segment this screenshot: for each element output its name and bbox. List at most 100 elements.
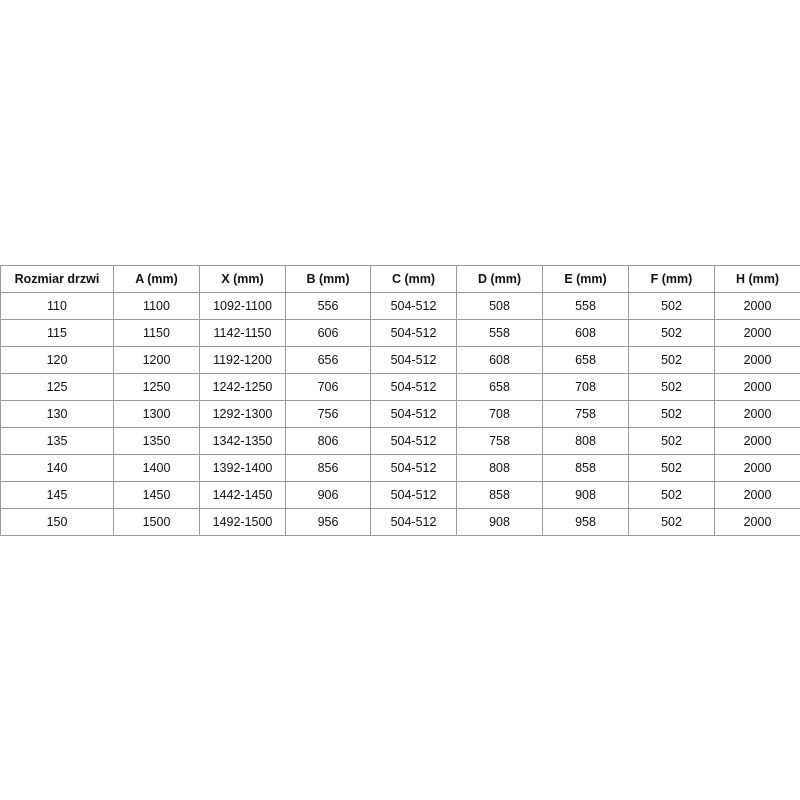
table-cell: 806 <box>285 427 371 455</box>
table-row: 115 1150 1142-1150 606 504-512 558 608 502 2000 <box>0 319 800 347</box>
table-cell: 2000 <box>714 373 800 401</box>
table-cell: 502 <box>628 292 715 320</box>
table-cell: 502 <box>628 427 715 455</box>
table-cell: 956 <box>285 508 371 536</box>
table-cell: 130 <box>0 400 114 428</box>
column-header: E (mm) <box>542 265 629 293</box>
table-row: 130 1300 1292-1300 756 504-512 708 758 502 2000 <box>0 400 800 428</box>
table-cell: 1400 <box>113 454 200 482</box>
table-cell: 504-512 <box>370 319 457 347</box>
column-header: D (mm) <box>456 265 543 293</box>
table-cell: 135 <box>0 427 114 455</box>
table-row: 110 1100 1092-1100 556 504-512 508 558 502 2000 <box>0 292 800 320</box>
table-cell: 145 <box>0 481 114 509</box>
table-cell: 708 <box>542 373 629 401</box>
column-header: C (mm) <box>370 265 457 293</box>
table-cell: 608 <box>456 346 543 374</box>
table-cell: 658 <box>456 373 543 401</box>
table-cell: 908 <box>542 481 629 509</box>
table-cell: 656 <box>285 346 371 374</box>
table-cell: 508 <box>456 292 543 320</box>
table-cell: 504-512 <box>370 373 457 401</box>
table-cell: 504-512 <box>370 292 457 320</box>
table-cell: 2000 <box>714 454 800 482</box>
table-cell: 115 <box>0 319 114 347</box>
table-cell: 558 <box>542 292 629 320</box>
table-cell: 758 <box>456 427 543 455</box>
table-cell: 858 <box>542 454 629 482</box>
table-row: 140 1400 1392-1400 856 504-512 808 858 502 2000 <box>0 454 800 482</box>
table-row: 125 1250 1242-1250 706 504-512 658 708 502 2000 <box>0 373 800 401</box>
column-header: H (mm) <box>714 265 800 293</box>
column-header: X (mm) <box>199 265 286 293</box>
table-cell: 504-512 <box>370 427 457 455</box>
table-cell: 758 <box>542 400 629 428</box>
table-cell: 1350 <box>113 427 200 455</box>
table-row: 120 1200 1192-1200 656 504-512 608 658 502 2000 <box>0 346 800 374</box>
table-cell: 608 <box>542 319 629 347</box>
column-header: B (mm) <box>285 265 371 293</box>
table-cell: 502 <box>628 319 715 347</box>
table-cell: 2000 <box>714 292 800 320</box>
table-cell: 110 <box>0 292 114 320</box>
table-cell: 1092-1100 <box>199 292 286 320</box>
table-cell: 1150 <box>113 319 200 347</box>
table-cell: 1392-1400 <box>199 454 286 482</box>
table-cell: 504-512 <box>370 454 457 482</box>
table-cell: 2000 <box>714 481 800 509</box>
table-cell: 125 <box>0 373 114 401</box>
table-cell: 2000 <box>714 508 800 536</box>
table-cell: 908 <box>456 508 543 536</box>
table-cell: 504-512 <box>370 400 457 428</box>
table-cell: 2000 <box>714 427 800 455</box>
table-cell: 2000 <box>714 346 800 374</box>
table-cell: 606 <box>285 319 371 347</box>
table-cell: 1450 <box>113 481 200 509</box>
table-cell: 1242-1250 <box>199 373 286 401</box>
table-cell: 856 <box>285 454 371 482</box>
table-cell: 1300 <box>113 400 200 428</box>
table-cell: 1292-1300 <box>199 400 286 428</box>
table-cell: 1442-1450 <box>199 481 286 509</box>
table-cell: 1250 <box>113 373 200 401</box>
table-cell: 502 <box>628 481 715 509</box>
table-cell: 958 <box>542 508 629 536</box>
table-cell: 906 <box>285 481 371 509</box>
table-row: 150 1500 1492-1500 956 504-512 908 958 502 2000 <box>0 508 800 536</box>
table-row: 135 1350 1342-1350 806 504-512 758 808 502 2000 <box>0 427 800 455</box>
table-row: 145 1450 1442-1450 906 504-512 858 908 502 2000 <box>0 481 800 509</box>
table-cell: 504-512 <box>370 481 457 509</box>
column-header: A (mm) <box>113 265 200 293</box>
table-cell: 502 <box>628 400 715 428</box>
table-cell: 504-512 <box>370 508 457 536</box>
table-cell: 1192-1200 <box>199 346 286 374</box>
table-cell: 502 <box>628 346 715 374</box>
table-cell: 502 <box>628 373 715 401</box>
column-header: Rozmiar drzwi <box>0 265 114 293</box>
dimensions-table: Rozmiar drzwi A (mm) X (mm) B (mm) C (mm) D (… <box>0 265 800 536</box>
table-cell: 1200 <box>113 346 200 374</box>
table-cell: 558 <box>456 319 543 347</box>
table-cell: 756 <box>285 400 371 428</box>
table-cell: 2000 <box>714 319 800 347</box>
table-cell: 504-512 <box>370 346 457 374</box>
table-cell: 556 <box>285 292 371 320</box>
table-cell: 150 <box>0 508 114 536</box>
table-cell: 1342-1350 <box>199 427 286 455</box>
table-cell: 120 <box>0 346 114 374</box>
table-cell: 708 <box>456 400 543 428</box>
table-cell: 808 <box>456 454 543 482</box>
table-cell: 140 <box>0 454 114 482</box>
column-header: F (mm) <box>628 265 715 293</box>
table-cell: 502 <box>628 508 715 536</box>
table-cell: 858 <box>456 481 543 509</box>
table-cell: 1142-1150 <box>199 319 286 347</box>
table-cell: 706 <box>285 373 371 401</box>
header-row: Rozmiar drzwi A (mm) X (mm) B (mm) C (mm) D (… <box>0 265 800 293</box>
table-cell: 2000 <box>714 400 800 428</box>
table-cell: 1100 <box>113 292 200 320</box>
table-cell: 1492-1500 <box>199 508 286 536</box>
table-cell: 658 <box>542 346 629 374</box>
table-cell: 808 <box>542 427 629 455</box>
table-cell: 1500 <box>113 508 200 536</box>
